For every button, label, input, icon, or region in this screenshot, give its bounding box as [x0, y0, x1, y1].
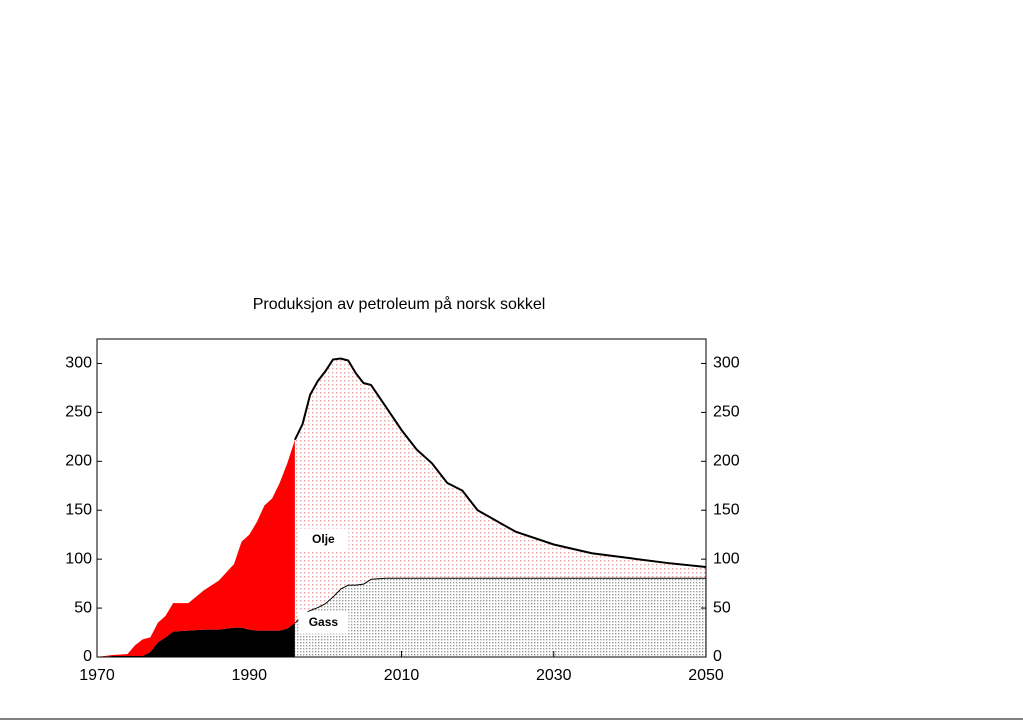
label-box [298, 528, 349, 551]
area [97, 439, 295, 657]
legend-label: Gass [309, 615, 339, 629]
legend-label: Olje [312, 532, 335, 546]
y-tick-label: 200 [65, 453, 92, 470]
y2-tick-label: 0 [713, 648, 722, 665]
y-tick-label: 50 [74, 599, 92, 616]
area-outline [294, 357, 707, 568]
y2-tick-label: 200 [713, 453, 740, 470]
x-tick-label: 2010 [384, 667, 420, 684]
y-tick-label: 100 [65, 550, 92, 567]
y2-tick-label: 50 [713, 599, 731, 616]
x-tick-label: 2050 [688, 667, 724, 684]
y2-tick-label: 100 [713, 550, 740, 567]
area [97, 622, 295, 657]
y-tick-label: 250 [65, 404, 92, 421]
x-tick-label: 1970 [79, 667, 115, 684]
area-outline [294, 576, 706, 624]
y2-tick-label: 300 [713, 355, 740, 372]
y2-tick-label: 250 [713, 404, 740, 421]
y-tick-label: 300 [65, 355, 92, 372]
x-tick-label: 1990 [231, 667, 267, 684]
y-tick-label: 0 [83, 648, 92, 665]
y-tick-label: 150 [65, 501, 92, 518]
x-tick-label: 2030 [536, 667, 572, 684]
chart-title: Produksjon av petroleum på norsk sokkel [253, 295, 546, 313]
y2-tick-label: 150 [713, 501, 740, 518]
label-box [298, 611, 349, 634]
area [294, 577, 706, 657]
